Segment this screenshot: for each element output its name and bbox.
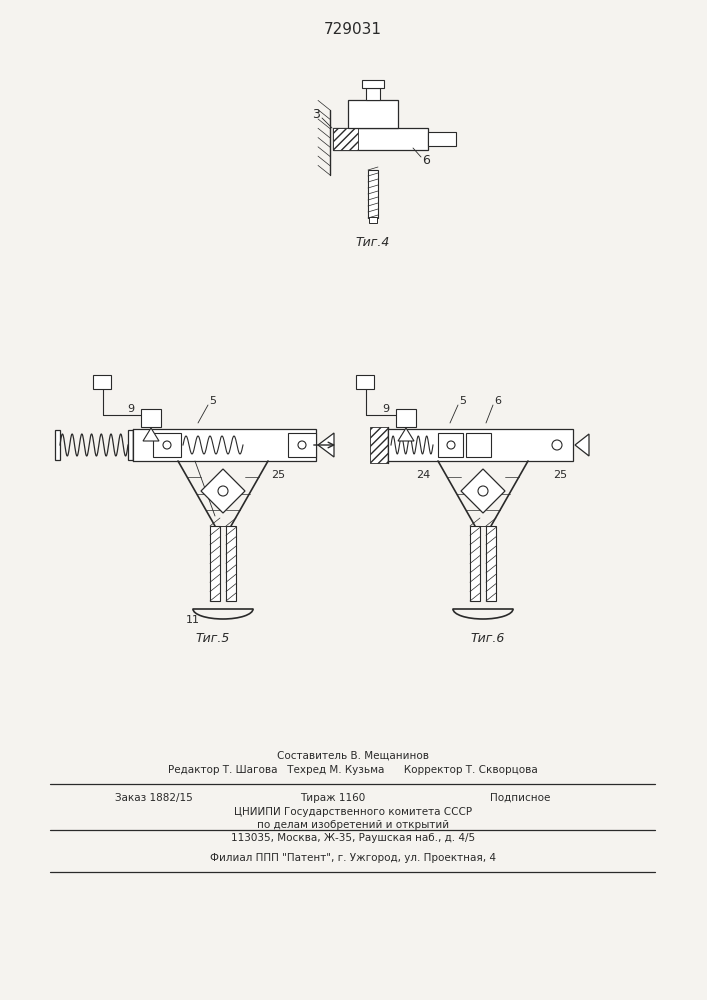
Bar <box>362 80 384 88</box>
Text: Тираж 1160: Тираж 1160 <box>300 793 366 803</box>
Text: 5: 5 <box>460 396 467 406</box>
Bar <box>333 128 358 150</box>
Circle shape <box>163 441 171 449</box>
Text: Τиг.6: Τиг.6 <box>471 633 506 646</box>
Text: 6: 6 <box>494 396 501 406</box>
Bar <box>470 526 480 601</box>
Bar <box>141 409 161 427</box>
Bar <box>356 375 374 389</box>
Polygon shape <box>201 469 245 513</box>
Bar <box>133 429 316 461</box>
Text: 9: 9 <box>127 404 134 414</box>
Text: Τиг.4: Τиг.4 <box>356 235 390 248</box>
Circle shape <box>298 441 306 449</box>
Bar <box>368 170 378 218</box>
Bar <box>369 217 377 223</box>
Polygon shape <box>398 428 414 441</box>
Text: 11: 11 <box>186 615 200 625</box>
Bar <box>486 526 496 601</box>
Text: по делам изобретений и открытий: по делам изобретений и открытий <box>257 820 449 830</box>
Text: 6: 6 <box>422 153 430 166</box>
Circle shape <box>478 486 488 496</box>
Bar <box>288 433 316 457</box>
Bar <box>133 429 149 461</box>
Bar <box>466 433 491 457</box>
Bar <box>333 128 428 150</box>
Text: 9: 9 <box>382 404 390 414</box>
Circle shape <box>552 440 562 450</box>
Text: 5: 5 <box>209 396 216 406</box>
Text: 3: 3 <box>312 108 320 121</box>
Bar <box>55 430 60 460</box>
Bar <box>388 429 573 461</box>
Bar <box>226 526 236 601</box>
Bar <box>370 427 388 463</box>
Bar <box>366 88 380 100</box>
Bar <box>348 100 398 128</box>
Circle shape <box>218 486 228 496</box>
Text: 24: 24 <box>416 470 430 480</box>
Text: Редактор Т. Шагова   Техред М. Кузьма      Корректор Т. Скворцова: Редактор Т. Шагова Техред М. Кузьма Корр… <box>168 765 538 775</box>
Text: 25: 25 <box>553 470 567 480</box>
Text: Филиал ППП "Патент", г. Ужгород, ул. Проектная, 4: Филиал ППП "Патент", г. Ужгород, ул. Про… <box>210 853 496 863</box>
Text: 25: 25 <box>271 470 285 480</box>
Text: 729031: 729031 <box>324 22 382 37</box>
Polygon shape <box>461 469 505 513</box>
Text: Составитель В. Мещанинов: Составитель В. Мещанинов <box>277 751 429 761</box>
Text: Τиг.5: Τиг.5 <box>196 633 230 646</box>
Text: ЦНИИПИ Государственного комитета СССР: ЦНИИПИ Государственного комитета СССР <box>234 807 472 817</box>
Polygon shape <box>318 433 334 457</box>
Bar <box>153 433 181 457</box>
Bar <box>396 409 416 427</box>
Polygon shape <box>575 434 589 456</box>
Text: 113035, Москва, Ж-35, Раушская наб., д. 4/5: 113035, Москва, Ж-35, Раушская наб., д. … <box>231 833 475 843</box>
Circle shape <box>447 441 455 449</box>
Text: Заказ 1882/15: Заказ 1882/15 <box>115 793 193 803</box>
Bar <box>438 433 463 457</box>
Bar <box>128 430 133 460</box>
Bar <box>428 132 456 146</box>
Bar <box>93 375 111 389</box>
Bar <box>210 526 220 601</box>
Text: Подписное: Подписное <box>490 793 550 803</box>
Polygon shape <box>143 428 159 441</box>
